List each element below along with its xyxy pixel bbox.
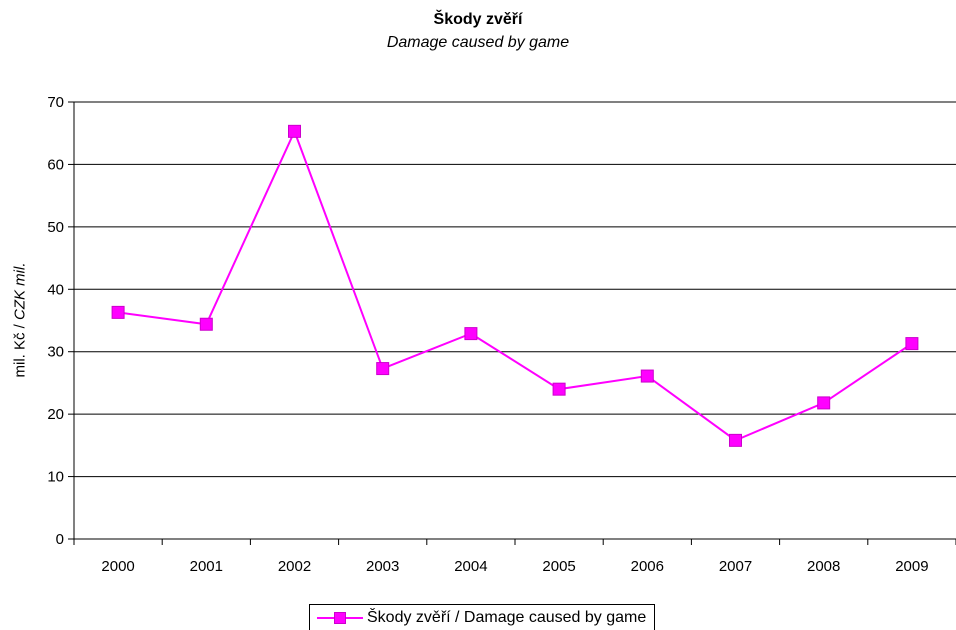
data-point-marker	[640, 369, 654, 383]
data-point-marker	[111, 305, 125, 319]
x-tick-label: 2002	[278, 558, 311, 575]
x-tick-label: 2001	[190, 558, 223, 575]
y-tick-labels: 0 10 20 30 40 50 60 70	[47, 94, 64, 548]
data-point-marker	[552, 382, 566, 396]
series-line	[117, 128, 913, 442]
x-tick-label: 2004	[454, 558, 487, 575]
data-series	[111, 124, 919, 447]
x-tick-label: 2000	[101, 558, 134, 575]
data-point-marker	[905, 337, 919, 351]
x-tick-label: 2007	[719, 558, 752, 575]
legend-marker-icon	[317, 610, 363, 626]
x-tick-label: 2006	[631, 558, 664, 575]
y-tick-label: 50	[47, 219, 64, 236]
data-point-marker	[199, 317, 213, 331]
legend-label: Škody zvěří / Damage caused by game	[367, 608, 647, 626]
y-tick-label: 40	[47, 281, 64, 298]
gridlines	[74, 101, 956, 478]
x-tick-label: 2003	[366, 558, 399, 575]
legend: Škody zvěří / Damage caused by game	[309, 604, 656, 630]
axes	[68, 101, 956, 545]
data-point-marker	[376, 362, 390, 376]
data-point-marker	[464, 327, 478, 341]
x-tick-label: 2005	[542, 558, 575, 575]
data-point-marker	[729, 433, 742, 447]
data-point-marker	[288, 124, 301, 138]
x-tick-labels: 2000 2001 2002 2003 2004 2005 2006 2007 2008 2009	[101, 558, 928, 575]
y-tick-label: 0	[56, 531, 64, 548]
y-tick-label: 10	[47, 469, 64, 486]
y-tick-label: 60	[47, 156, 64, 173]
data-point-marker	[817, 396, 831, 410]
y-tick-label: 70	[47, 94, 64, 111]
chart-subtitle: Damage caused by game	[386, 34, 570, 51]
y-tick-label: 30	[47, 344, 64, 361]
x-tick-label: 2009	[895, 558, 928, 575]
x-tick-label: 2008	[807, 558, 840, 575]
y-tick-label: 20	[47, 406, 64, 423]
chart-title: Škody zvěří	[433, 11, 523, 28]
